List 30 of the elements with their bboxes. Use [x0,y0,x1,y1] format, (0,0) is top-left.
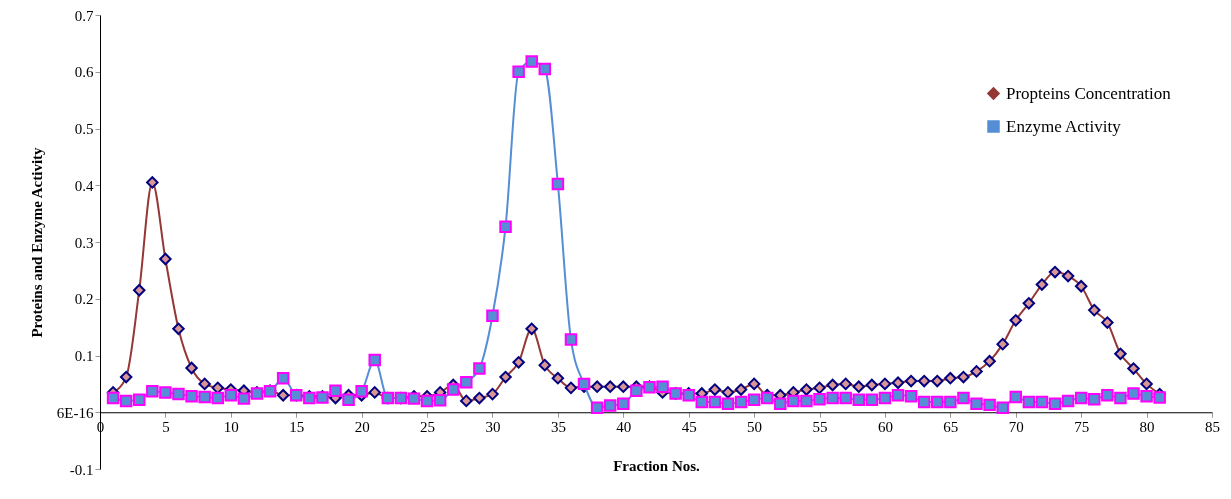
x-tick-label: 55 [812,418,828,435]
x-tick-label: 85 [1205,418,1220,435]
x-axis-title: Fraction Nos. [613,457,701,474]
x-tick-label: 45 [681,418,697,435]
x-tick-label: 10 [223,418,239,435]
legend-label: Propteins Concentration [1006,83,1172,103]
x-tick-label: 60 [877,418,893,435]
y-tick-label: 0.4 [74,177,94,194]
x-tick-label: 25 [420,418,436,435]
y-axis-title: Proteins and Enzyme Activity [28,146,45,338]
x-tick-label: 30 [485,418,501,435]
x-tick-label: 5 [162,418,170,435]
y-tick-label: 0.1 [74,348,94,364]
y-tick-label: 0.2 [74,291,94,308]
x-tick-label: 70 [1008,418,1024,435]
x-tick-label: 40 [616,418,632,435]
y-tick-label: -0.1 [69,461,94,478]
x-tick-label: 20 [354,418,370,435]
x-tick-label: 80 [1139,418,1155,435]
y-tick-label: 0.3 [74,234,94,251]
x-tick-label: 65 [943,418,959,435]
y-tick-label: 0.6 [74,64,94,81]
y-tick-label: 6E-16 [56,404,94,421]
x-tick-label: 75 [1074,418,1090,435]
x-tick-label: 35 [550,418,566,435]
y-tick-label: 0.7 [74,7,94,24]
x-tick-label: 15 [289,418,305,435]
y-tick-label: 0.5 [74,121,94,137]
legend-label: Enzyme Activity [1006,116,1122,136]
x-tick-label: 50 [747,418,763,435]
